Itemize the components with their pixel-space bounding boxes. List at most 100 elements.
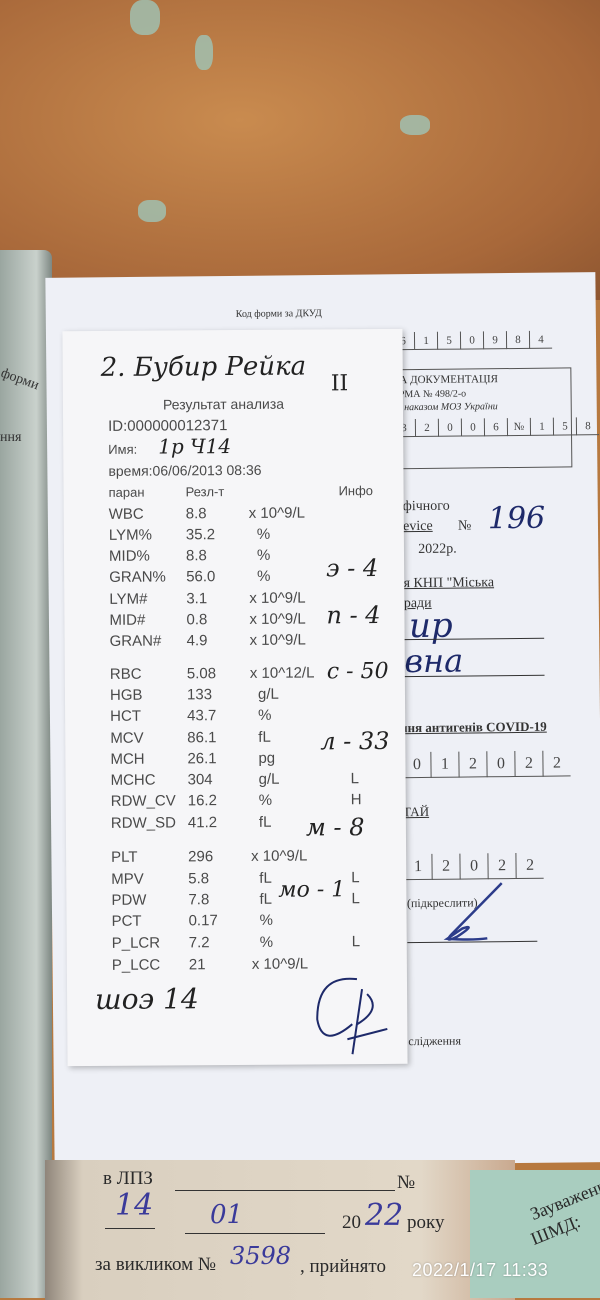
digit: 0 <box>437 418 462 437</box>
form-line <box>185 1233 325 1234</box>
digit: 2 <box>487 853 516 880</box>
digit: 5 <box>436 331 461 350</box>
result-unit: % <box>256 546 271 564</box>
result-value: 133 <box>186 686 213 704</box>
result-param: LYM% <box>108 526 153 544</box>
result-param: RDW_SD <box>110 814 176 832</box>
year-prefix: 20 <box>342 1212 361 1233</box>
result-unit: x 10^9/L <box>249 610 306 628</box>
result-value: 4.9 <box>186 632 208 650</box>
handwritten-note: л - 33 <box>320 726 390 756</box>
floor-speck <box>400 115 430 135</box>
receipt-title: Результат анализа <box>162 395 285 413</box>
floor-speck <box>195 35 213 70</box>
result-flag: H <box>350 791 362 809</box>
handwritten-esr: шоэ 14 <box>94 982 199 1016</box>
column-header-result: Резл-т <box>185 484 225 500</box>
result-param: HCT <box>110 707 142 725</box>
sample-id: ID:000000012371 <box>108 417 228 435</box>
handwritten-note: мо - 1 <box>278 877 346 903</box>
column-header-info: Инфо <box>338 483 374 499</box>
result-unit: x 10^9/L <box>248 504 306 522</box>
handwritten-day: 14 <box>115 1188 154 1223</box>
result-unit: g/L <box>258 770 280 788</box>
result-param: PDW <box>111 891 147 909</box>
form-text: фічного <box>402 498 450 515</box>
result-unit: x 10^9/L <box>249 589 306 607</box>
result-value: 7.8 <box>188 891 210 909</box>
handwritten-year: 22 <box>365 1198 404 1233</box>
handwritten-note: с - 50 <box>326 658 389 685</box>
result-value: 16.2 <box>187 792 217 810</box>
year-suffix: року <box>407 1212 445 1233</box>
handwritten-name: 1р Ч14 <box>158 434 232 459</box>
result-value: 21 <box>188 956 206 974</box>
result-unit: pg <box>258 749 276 767</box>
result-param: MCHC <box>110 771 156 789</box>
result-unit: % <box>258 791 273 809</box>
floor-speck <box>130 0 160 35</box>
result-flag: L <box>351 890 360 908</box>
digit: 4 <box>528 330 553 349</box>
result-value: 56.0 <box>186 568 216 586</box>
floor-speck <box>138 200 166 222</box>
handwritten-note: м - 8 <box>305 813 365 842</box>
digit: 0 <box>459 331 484 350</box>
bottom-booklet: в ЛПЗ № 14 01 20 22 року за викликом № 3… <box>45 1160 515 1300</box>
form-line <box>404 637 545 641</box>
result-unit: x 10^12/L <box>249 664 315 682</box>
result-param: MCV <box>110 729 144 747</box>
digit: 9 <box>482 331 507 350</box>
handwritten-name: вна <box>404 641 464 681</box>
org-name: я КНП "Міська <box>403 575 495 592</box>
digit: 0 <box>460 418 485 437</box>
result-unit: % <box>259 933 274 951</box>
digit: 1 <box>529 417 554 436</box>
lab-result-receipt: 2. Бубир Рейка II Результат анализа ID:0… <box>62 328 408 1067</box>
result-value: 8.8 <box>185 505 207 523</box>
digit: 1 <box>403 853 432 881</box>
signature-icon <box>443 882 503 941</box>
digit: 8 <box>575 417 600 436</box>
lpz-label: в ЛПЗ <box>103 1168 153 1189</box>
digit: 0 <box>486 751 515 778</box>
result-param: MID% <box>108 547 150 565</box>
timestamp: время:06/06/2013 08:36 <box>108 461 262 479</box>
result-value: 3.1 <box>186 590 208 608</box>
digit: 2 <box>458 751 487 778</box>
result-value: 0.8 <box>186 611 208 629</box>
number-sign: № <box>457 518 472 534</box>
result-value: 8.8 <box>185 547 207 565</box>
result-flag: L <box>351 869 360 887</box>
doc-digits: 3 2 0 0 6 № 1 5 8 <box>391 417 600 438</box>
digit: 1 <box>430 751 459 778</box>
result-unit: % <box>257 567 271 585</box>
booklet-text: ння <box>0 430 22 445</box>
result-value: 304 <box>187 771 213 789</box>
result-param: WBC <box>108 505 144 523</box>
doc-header: на наказом МОЗ України <box>391 401 498 414</box>
floor-background <box>0 0 600 300</box>
result-flag: L <box>351 933 361 951</box>
left-booklet: форми ння <box>0 250 52 1298</box>
digit: 0 <box>402 751 431 779</box>
result-value: 43.7 <box>187 707 217 725</box>
result-value: 35.2 <box>185 526 216 544</box>
result-value: 5.8 <box>188 870 210 888</box>
result-unit: fL <box>258 728 271 746</box>
result-unit: fL <box>259 890 272 908</box>
result-param: RBC <box>109 665 142 683</box>
digit: 0 <box>459 853 488 880</box>
result-unit: % <box>258 706 272 724</box>
form-year: 2022р. <box>418 541 457 558</box>
handwritten-note: э - 4 <box>326 553 379 583</box>
handwritten-month: 01 <box>210 1200 244 1230</box>
result-flag: L <box>350 770 359 788</box>
result-value: 0.17 <box>188 912 218 930</box>
digit: 2 <box>515 852 544 880</box>
digit: 5 <box>552 417 577 436</box>
digit: № <box>506 417 531 437</box>
result-param: P_LCR <box>111 934 161 952</box>
